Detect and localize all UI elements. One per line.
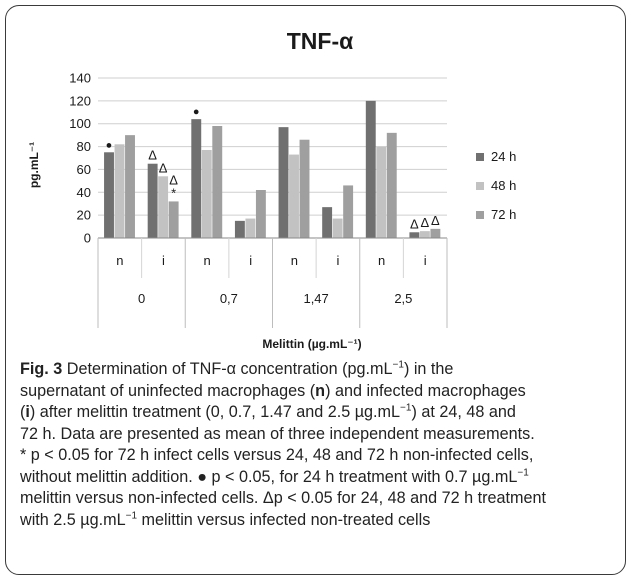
annotation-mark: Δ — [159, 160, 168, 175]
annotation-mark: ● — [193, 106, 200, 118]
chart-title: TNF-α — [287, 28, 354, 54]
caption-text: ( — [20, 403, 26, 421]
y-tick-label: 60 — [77, 162, 91, 177]
bar — [409, 232, 420, 238]
bar — [430, 228, 441, 238]
legend-swatch — [476, 182, 484, 190]
bar — [125, 135, 135, 238]
caption-sup: −1 — [125, 510, 138, 522]
legend-label: 72 h — [491, 207, 516, 222]
caption-line-2: supernatant of uninfected macrophages (n… — [20, 381, 620, 403]
annotation-mark: Δ — [148, 148, 157, 163]
bar-chart: TNF-α pg.mL⁻¹ Melittin (µg.mL⁻¹) ●ΔΔΔ*●Δ… — [27, 28, 516, 351]
bar — [212, 126, 223, 238]
bar — [419, 231, 430, 238]
caption-line-7: melittin versus non-infected cells. Δp <… — [20, 489, 546, 507]
bar — [278, 127, 289, 238]
y-tick-label: 80 — [77, 139, 91, 154]
x-tick-label: i — [336, 253, 339, 268]
bar — [245, 218, 256, 238]
caption-sup: −1 — [392, 359, 404, 371]
figure-label: Fig. 3 — [20, 360, 63, 378]
caption-line-3: (i) after melittin treatment (0, 0.7, 1.… — [20, 402, 620, 424]
annotation-mark: Δ — [431, 213, 440, 228]
bar — [299, 139, 310, 238]
caption-line-1: Fig. 3 Determination of TNF-α concentrat… — [20, 359, 620, 381]
caption-sup: −1 — [517, 467, 529, 479]
chart-container: TNF-α pg.mL⁻¹ Melittin (µg.mL⁻¹) ● Δ Δ Δ * ● Δ… — [27, 28, 516, 351]
caption-line-8: with 2.5 µg.mL−1 melittin versus infecte… — [20, 510, 620, 532]
x-tick-label: i — [162, 253, 165, 268]
caption-text: ) and infected macrophages — [325, 381, 526, 400]
y-axis: 0 20 40 60 80 100 120 140 — [69, 71, 91, 246]
bar — [386, 132, 397, 238]
caption-text: with 2.5 µg.mL — [20, 510, 126, 529]
x-group-label: 1,47 — [303, 291, 328, 306]
annotation-mark: ● — [106, 139, 113, 151]
y-tick-label: 40 — [77, 185, 91, 200]
x-tick-label: i — [249, 253, 252, 268]
caption-line-4: 72 h. Data are presented as mean of thre… — [20, 424, 535, 443]
x-tick-label: n — [116, 253, 123, 268]
bar — [376, 146, 387, 238]
x-tick-label: n — [203, 253, 210, 268]
y-axis-label: pg.mL⁻¹ — [27, 142, 41, 188]
caption-text: Determination of TNF-α concentration (pg… — [62, 360, 393, 378]
x-axis-label: Melittin (µg.mL⁻¹) — [262, 337, 361, 351]
bar — [343, 185, 354, 238]
caption-sup: −1 — [400, 402, 412, 414]
bars-group — [104, 100, 441, 238]
bar — [104, 152, 114, 238]
x-axis: n i n i n i n i 0 0,7 1,47 2,5 — [97, 237, 448, 328]
caption-text: ) in the — [403, 360, 454, 378]
figure-caption: Fig. 3 Determination of TNF-α concentrat… — [20, 359, 620, 531]
x-group-label: 2,5 — [394, 291, 412, 306]
y-tick-label: 20 — [77, 208, 91, 223]
annotations-group: ●ΔΔΔ*●Δ Δ Δ — [106, 106, 440, 231]
caption-text: supernatant of uninfected macrophages ( — [20, 381, 316, 400]
caption-text: ) after melittin treatment (0, 0.7, 1.47… — [29, 403, 401, 421]
x-group-label: 0 — [138, 291, 145, 306]
bar — [168, 201, 179, 238]
y-tick-label: 140 — [69, 71, 91, 86]
caption-bold: i — [25, 403, 30, 421]
x-tick-label: n — [291, 253, 298, 268]
annotation-mark: Δ — [410, 216, 419, 231]
bar — [332, 218, 343, 238]
bar — [114, 144, 125, 238]
bar — [365, 100, 376, 238]
legend-swatch — [476, 153, 484, 161]
y-tick-label: 0 — [84, 231, 91, 246]
caption-text: without melittin addition. ● p < 0.05, f… — [20, 467, 518, 486]
y-tick-label: 120 — [69, 93, 91, 108]
caption-line-6: without melittin addition. ● p < 0.05, f… — [20, 467, 620, 489]
caption-text: melittin versus infected non-treated cel… — [137, 510, 431, 529]
bar — [289, 154, 299, 238]
caption-text: ) at 24, 48 and — [411, 403, 516, 421]
bar — [147, 163, 158, 238]
figure-frame — [5, 5, 626, 575]
x-tick-label: n — [378, 253, 385, 268]
legend-label: 24 h — [491, 149, 516, 164]
bar — [322, 207, 333, 238]
annotation-mark: Δ — [421, 215, 430, 230]
bar — [201, 150, 212, 238]
annotation-mark: Δ — [169, 172, 178, 187]
bar — [234, 220, 245, 238]
annotation-mark: * — [171, 185, 176, 200]
bar — [191, 119, 202, 238]
legend-swatch — [476, 211, 484, 219]
caption-bold: n — [315, 381, 326, 400]
bar — [158, 176, 169, 238]
x-tick-label: i — [424, 253, 427, 268]
bar — [255, 190, 266, 238]
y-tick-label: 100 — [69, 116, 91, 131]
caption-line-5: * p < 0.05 for 72 h infect cells versus … — [20, 446, 534, 464]
legend-label: 48 h — [491, 178, 516, 193]
x-group-label: 0,7 — [220, 291, 238, 306]
legend: 24 h 48 h 72 h — [476, 149, 516, 222]
